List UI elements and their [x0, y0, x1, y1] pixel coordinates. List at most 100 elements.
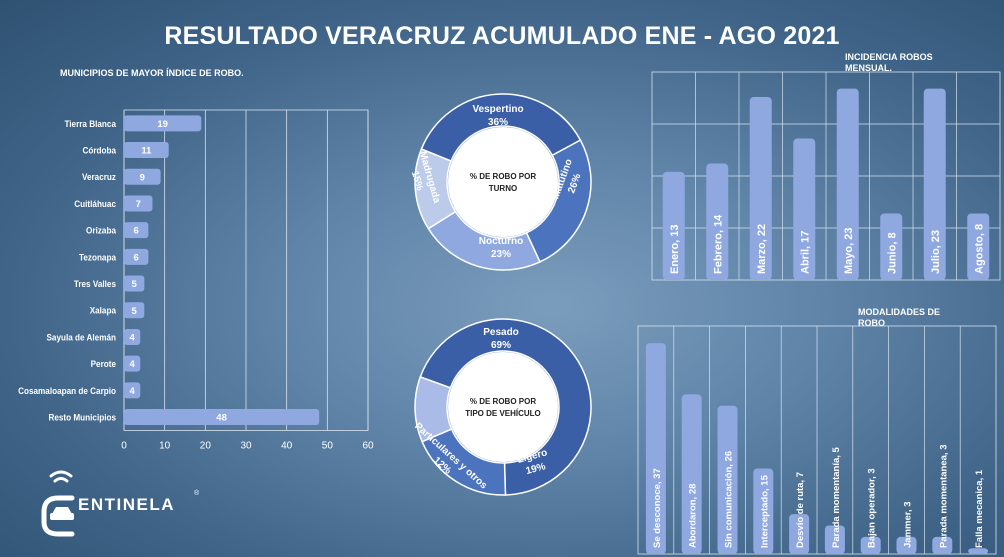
center-label: TURNO — [489, 184, 517, 193]
bar — [124, 275, 145, 292]
pie-slice — [419, 318, 592, 496]
bar-label: Jammer, 3 — [903, 502, 914, 548]
pie-slice — [420, 93, 582, 162]
bar — [789, 514, 810, 554]
bar-label: Enero, 13 — [669, 224, 681, 274]
bar — [836, 88, 859, 280]
data-label: 5 — [132, 306, 138, 317]
tick-label: 60 — [362, 440, 374, 451]
slice-label-group: Vespertino 36% — [472, 104, 523, 128]
category-label: Córdoba — [82, 145, 116, 156]
chart-title-mensual: INCIDENCIA ROBOS MENSUAL. — [845, 52, 933, 73]
bar — [793, 138, 816, 280]
data-label: 19 — [157, 119, 168, 130]
bar — [124, 142, 169, 159]
tick-label: 10 — [159, 440, 171, 451]
slice-value: 69% — [491, 340, 511, 351]
bar — [124, 222, 149, 239]
category-label: Orizaba — [86, 225, 116, 236]
bar-label: Interceptado, 15 — [759, 474, 770, 548]
bar — [681, 394, 702, 554]
bar — [923, 88, 946, 280]
bar — [124, 328, 141, 345]
bar-label: Abril, 17 — [799, 231, 811, 274]
bar-label: Mayo, 23 — [843, 228, 855, 274]
category-label: Resto Municipios — [48, 412, 116, 423]
category-label: Tezonapa — [79, 252, 116, 263]
chart-title-modalidades: MODALIDADES DE ROBO — [858, 307, 941, 328]
bar — [967, 213, 990, 280]
bar — [124, 382, 141, 399]
bar — [932, 536, 953, 554]
chart-modalidades: Se desconoce, 37 Abordaron, 28 Sin comunic… — [637, 325, 997, 555]
slice-label: Pesado — [483, 327, 519, 338]
bar — [645, 343, 666, 554]
tick-label: 40 — [281, 440, 293, 451]
data-label: 48 — [216, 413, 227, 424]
bar — [124, 409, 320, 426]
bar-label: Se desconoce, 37 — [652, 468, 663, 548]
donut-hole — [448, 127, 558, 237]
slice-label-group: Nocturno 23% — [479, 236, 523, 260]
bar — [124, 195, 153, 212]
slice-label: Nocturno — [479, 236, 523, 247]
bar — [717, 405, 738, 554]
category-label: Tierra Blanca — [64, 118, 116, 129]
data-label: 6 — [134, 252, 139, 263]
data-label: 9 — [140, 172, 145, 183]
bar — [896, 536, 917, 554]
data-label: 6 — [134, 226, 139, 237]
chart-robo-por-turno: % DE ROBO PORTURNOVespertino36%Matutino2… — [409, 93, 592, 271]
slice-value: 23% — [491, 249, 511, 260]
bar — [824, 525, 845, 554]
bar — [706, 163, 729, 280]
tick-label: 30 — [240, 440, 252, 451]
brand-logo: ENTINELA ® — [34, 458, 214, 538]
bar-label: Parada momentanea, 3 — [938, 445, 949, 549]
brand-name: ENTINELA — [78, 495, 175, 514]
bar — [124, 168, 161, 185]
brand-registered: ® — [194, 490, 200, 497]
data-label: 5 — [132, 279, 138, 290]
page-title: RESULTADO VERACRUZ ACUMULADO ENE - AGO 2… — [164, 22, 840, 50]
bar — [124, 302, 145, 319]
bar-label: Parada momentanía, 5 — [831, 446, 842, 548]
category-label: Veracruz — [82, 172, 117, 183]
center-label: % DE ROBO POR — [470, 397, 536, 406]
bar — [749, 96, 772, 281]
bar-label: Marzo, 22 — [756, 224, 768, 274]
slice-value: 19% — [525, 461, 547, 477]
bar-label: Bajan operador, 3 — [867, 468, 878, 548]
chart-title-municipios: MUNICIPIOS DE MAYOR ÍNDICE DE ROBO. — [60, 68, 244, 78]
bar-label: Febrero, 14 — [712, 214, 724, 274]
data-label: 4 — [129, 332, 135, 343]
bar-label: Sin comunicación, 26 — [724, 451, 735, 548]
bar-label: Julio, 23 — [930, 230, 942, 274]
category-label: Perote — [91, 359, 116, 370]
tick-label: 50 — [322, 440, 334, 451]
bar-label: Desvío de ruta, 7 — [795, 472, 806, 548]
pie-slice — [414, 375, 453, 443]
category-label: Tres Valles — [74, 278, 116, 289]
bar — [860, 536, 881, 554]
data-label: 4 — [129, 359, 135, 370]
slice-label-group: Pesado 69% — [483, 327, 519, 351]
chart-municipios: 0 10 20 30 40 50 60 Tierra Blanca 19 Córdoba 11 Ver… — [18, 109, 374, 451]
tick-label: 20 — [200, 440, 212, 451]
bar-label: Abordaron, 28 — [688, 484, 699, 548]
bar — [124, 115, 202, 132]
slice-value: 15% — [409, 170, 425, 192]
bar-label: Falla mecanica, 1 — [974, 469, 985, 548]
category-label: Cuitláhuac — [74, 198, 116, 209]
bar — [124, 248, 149, 265]
category-label: Xalapa — [90, 305, 116, 316]
bar — [968, 548, 989, 554]
chart-incidencia-mensual: Enero, 13 Febrero, 14 Marzo, 22 Abril, 17 Ma… — [651, 71, 1001, 281]
slice-label: Vespertino — [472, 104, 523, 115]
bar-label: Junio, 8 — [886, 232, 898, 274]
bar-label: Agosto, 8 — [973, 224, 985, 274]
car-wifi-icon — [41, 470, 75, 537]
data-label: 4 — [129, 386, 135, 397]
slice-value: 36% — [488, 117, 508, 128]
